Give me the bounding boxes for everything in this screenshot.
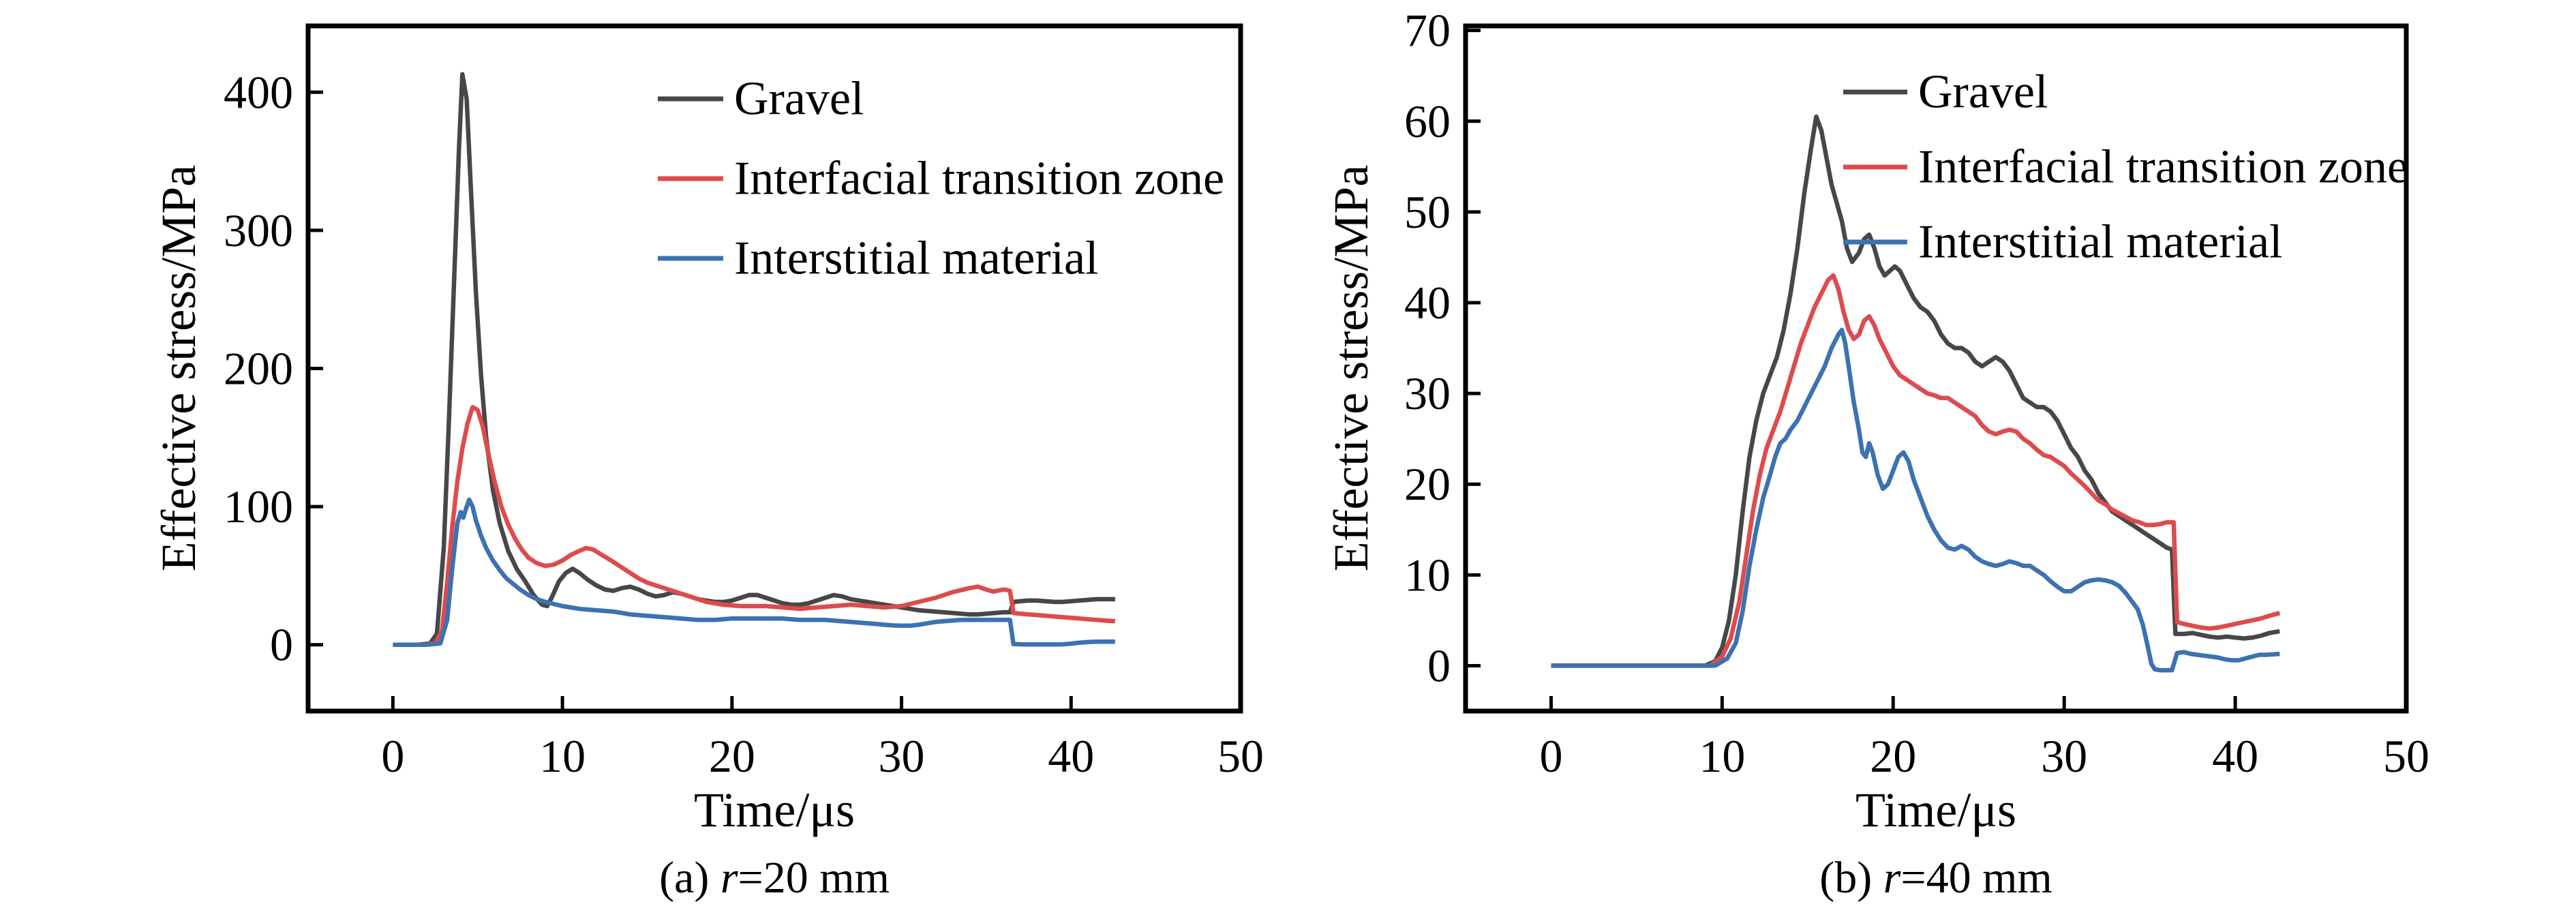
caption-a-suffix: =20 mm (738, 853, 890, 903)
chart-panel-a: Effective stress/MPa Time/μs 0 10 20 30 40 50… (151, 23, 1264, 837)
series-line-interstitial-material (1551, 327, 2280, 673)
x-tick-label: 50 (2383, 730, 2429, 782)
plot-border (1463, 23, 2409, 714)
y-tick-label: 400 (224, 66, 293, 118)
caption-b-suffix: =40 mm (1900, 853, 2052, 903)
series-line-gravel (393, 72, 1115, 647)
legend-label: Gravel (734, 73, 864, 125)
plot-area: 0 10 20 30 40 50 0 100 200 300 400 Gravel Interfacia… (224, 23, 1264, 782)
y-axis-label: Effective stress/MPa (151, 165, 206, 572)
x-tick-label: 30 (2041, 730, 2087, 782)
chart-panel-b: Effective stress/MPa Time/μs 0 10 20 30 40 50… (1324, 5, 2429, 837)
y-tick-label: 70 (1404, 5, 1451, 57)
y-tick-label: 10 (1404, 549, 1451, 601)
y-tick-label: 0 (1427, 639, 1451, 691)
caption-a: (a) r=20 mm (659, 852, 890, 904)
x-tick-label: 0 (381, 730, 404, 782)
y-tick-label: 100 (224, 481, 293, 532)
y-axis-label: Effective stress/MPa (1324, 165, 1378, 572)
y-tick-label: 40 (1404, 277, 1451, 329)
series-line-interfacial-transition-zone (1551, 273, 2281, 668)
caption-b-variable: r (1883, 853, 1901, 903)
legend-label: Interstitial material (734, 232, 1099, 285)
x-tick-label: 20 (1870, 730, 1916, 782)
x-axis-label: Time/μs (694, 783, 855, 837)
legend-label: Interfacial transition zone (1918, 141, 2408, 194)
caption-b-prefix: (b) (1819, 853, 1883, 903)
series-line-interstitial-material (393, 497, 1115, 647)
x-tick-label: 50 (1217, 730, 1264, 782)
legend-label: Interstitial material (1918, 216, 2283, 269)
x-tick-label: 10 (539, 730, 586, 782)
x-tick-label: 0 (1539, 730, 1562, 782)
x-axis-label: Time/μs (1855, 783, 2016, 837)
y-tick-label: 0 (270, 619, 293, 671)
caption-b: (b) r=40 mm (1819, 852, 2052, 904)
legend-label: Interfacial transition zone (734, 153, 1224, 205)
y-tick-label: 30 (1404, 367, 1451, 419)
y-tick-label: 60 (1404, 95, 1451, 147)
x-tick-label: 10 (1699, 730, 1745, 782)
x-tick-label: 30 (879, 730, 925, 782)
plot-area: 0 10 20 30 40 50 0 10 20 30 40 50 60 70 Gravel Interfac… (1404, 5, 2429, 782)
x-tick-label: 40 (1048, 730, 1094, 782)
series-line-gravel (1551, 114, 2280, 668)
y-tick-label: 50 (1404, 186, 1451, 238)
x-tick-label: 40 (2212, 730, 2258, 782)
caption-a-variable: r (720, 853, 738, 903)
caption-a-prefix: (a) (659, 853, 721, 903)
y-tick-label: 20 (1404, 458, 1451, 510)
legend-label: Gravel (1918, 66, 2048, 119)
y-tick-label: 300 (224, 205, 293, 256)
x-tick-label: 20 (709, 730, 755, 782)
y-tick-label: 200 (224, 343, 293, 395)
series-line-interfacial-transition-zone (393, 404, 1116, 647)
